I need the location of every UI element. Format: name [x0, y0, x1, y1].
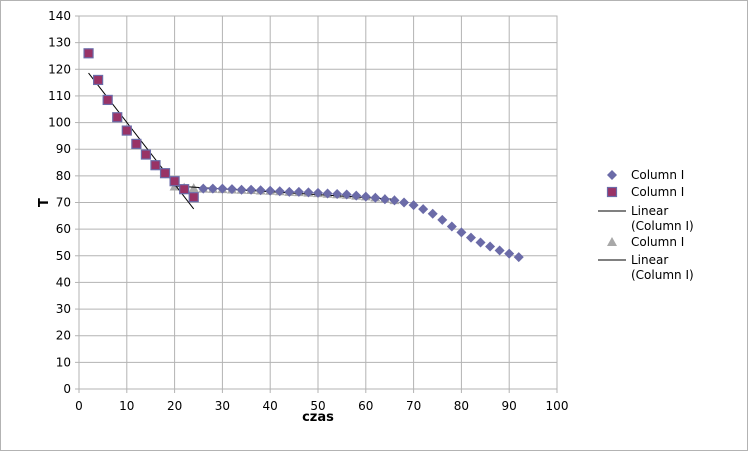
legend-label: Column I: [631, 168, 684, 182]
legend-diamond-swatch: [607, 170, 617, 180]
data-marks: [83, 48, 524, 263]
y-tick-label: 80: [56, 169, 71, 183]
legend-square-swatch: [606, 186, 618, 198]
legend-label: Column I: [631, 185, 684, 199]
diamond-point: [265, 185, 276, 196]
y-tick-label: 90: [56, 142, 71, 156]
square-point: [140, 149, 152, 160]
diamond-point: [284, 186, 295, 197]
x-tick-label: 100: [546, 399, 569, 413]
diamond-point: [332, 188, 343, 199]
square-point: [179, 184, 190, 195]
diamond-point: [217, 183, 228, 194]
x-tick-label: 80: [454, 399, 469, 413]
diamond-point: [207, 183, 218, 194]
x-tick-label: 10: [119, 399, 134, 413]
x-tick-label: 90: [502, 399, 517, 413]
diamond-point: [255, 185, 266, 196]
square-point: [131, 138, 142, 149]
y-tick-label: 70: [56, 196, 71, 210]
x-tick-label: 60: [358, 399, 373, 413]
legend-label: Linear (Column I): [631, 204, 694, 233]
y-tick-label: 100: [48, 116, 71, 130]
y-tick-label: 20: [56, 329, 71, 343]
diamond-point: [504, 248, 515, 259]
diamond-point: [236, 184, 247, 195]
diamond-point: [465, 232, 476, 243]
diamond-point: [351, 190, 362, 201]
x-tick-label: 0: [75, 399, 83, 413]
diamond-point: [408, 200, 419, 211]
y-axis-ticks: 0 10 20 30 40 50 60 70 80 90 100 110 120 130 140: [48, 9, 79, 396]
diamond-point: [437, 214, 448, 225]
x-axis-title: czas: [302, 410, 334, 425]
diamond-point: [418, 204, 429, 215]
x-tick-label: 50: [310, 399, 325, 413]
x-axis-ticks: 0 10 20 30 40 50 60 70 80 90 100: [75, 389, 568, 413]
y-tick-label: 110: [48, 89, 71, 103]
diamond-point: [370, 192, 381, 203]
square-point: [188, 192, 199, 203]
diamond-point: [198, 183, 209, 194]
y-tick-label: 0: [63, 382, 71, 396]
square-point: [169, 176, 180, 187]
y-tick-label: 120: [48, 62, 71, 76]
diamond-point: [446, 221, 457, 232]
square-point: [159, 168, 171, 179]
legend: Column I Column I Linear (Column I) Column I…: [598, 168, 694, 282]
y-tick-label: 130: [48, 36, 71, 50]
x-tick-label: 70: [406, 399, 421, 413]
diamond-point: [494, 245, 505, 256]
diamond-point: [226, 184, 237, 195]
diamond-point: [313, 187, 323, 198]
diamond-point: [475, 237, 486, 248]
square-point: [93, 74, 104, 86]
diamond-point: [274, 186, 285, 197]
square-point: [102, 94, 113, 106]
square-point: [112, 112, 123, 123]
diamond-point: [303, 187, 314, 198]
y-tick-label: 40: [56, 275, 71, 289]
diamond-point: [246, 184, 257, 195]
grid-lines: [78, 15, 558, 390]
diamond-point: [389, 195, 400, 206]
legend-label: Linear (Column I): [631, 253, 694, 282]
square-point: [83, 48, 94, 59]
diamond-point: [456, 227, 467, 238]
diamond-point: [485, 241, 496, 252]
diamond-point: [513, 252, 524, 263]
y-tick-label: 140: [48, 9, 71, 23]
x-tick-label: 30: [215, 399, 230, 413]
y-tick-label: 50: [56, 249, 71, 263]
diamond-point: [379, 194, 390, 205]
x-tick-label: 40: [263, 399, 278, 413]
diamond-point: [399, 197, 410, 208]
square-point: [121, 125, 132, 136]
diamond-point: [360, 191, 371, 202]
legend-label: Column I: [631, 235, 684, 249]
legend-triangle-swatch: [607, 237, 617, 246]
diamond-point: [293, 186, 304, 197]
diamond-point: [322, 188, 333, 199]
x-tick-label: 20: [167, 399, 182, 413]
y-tick-label: 60: [56, 222, 71, 236]
square-point: [150, 160, 161, 171]
y-tick-label: 30: [56, 302, 71, 316]
y-axis-title: T: [37, 198, 52, 207]
diamond-point: [427, 208, 438, 219]
y-tick-label: 10: [56, 355, 71, 369]
diamond-point: [341, 189, 352, 200]
